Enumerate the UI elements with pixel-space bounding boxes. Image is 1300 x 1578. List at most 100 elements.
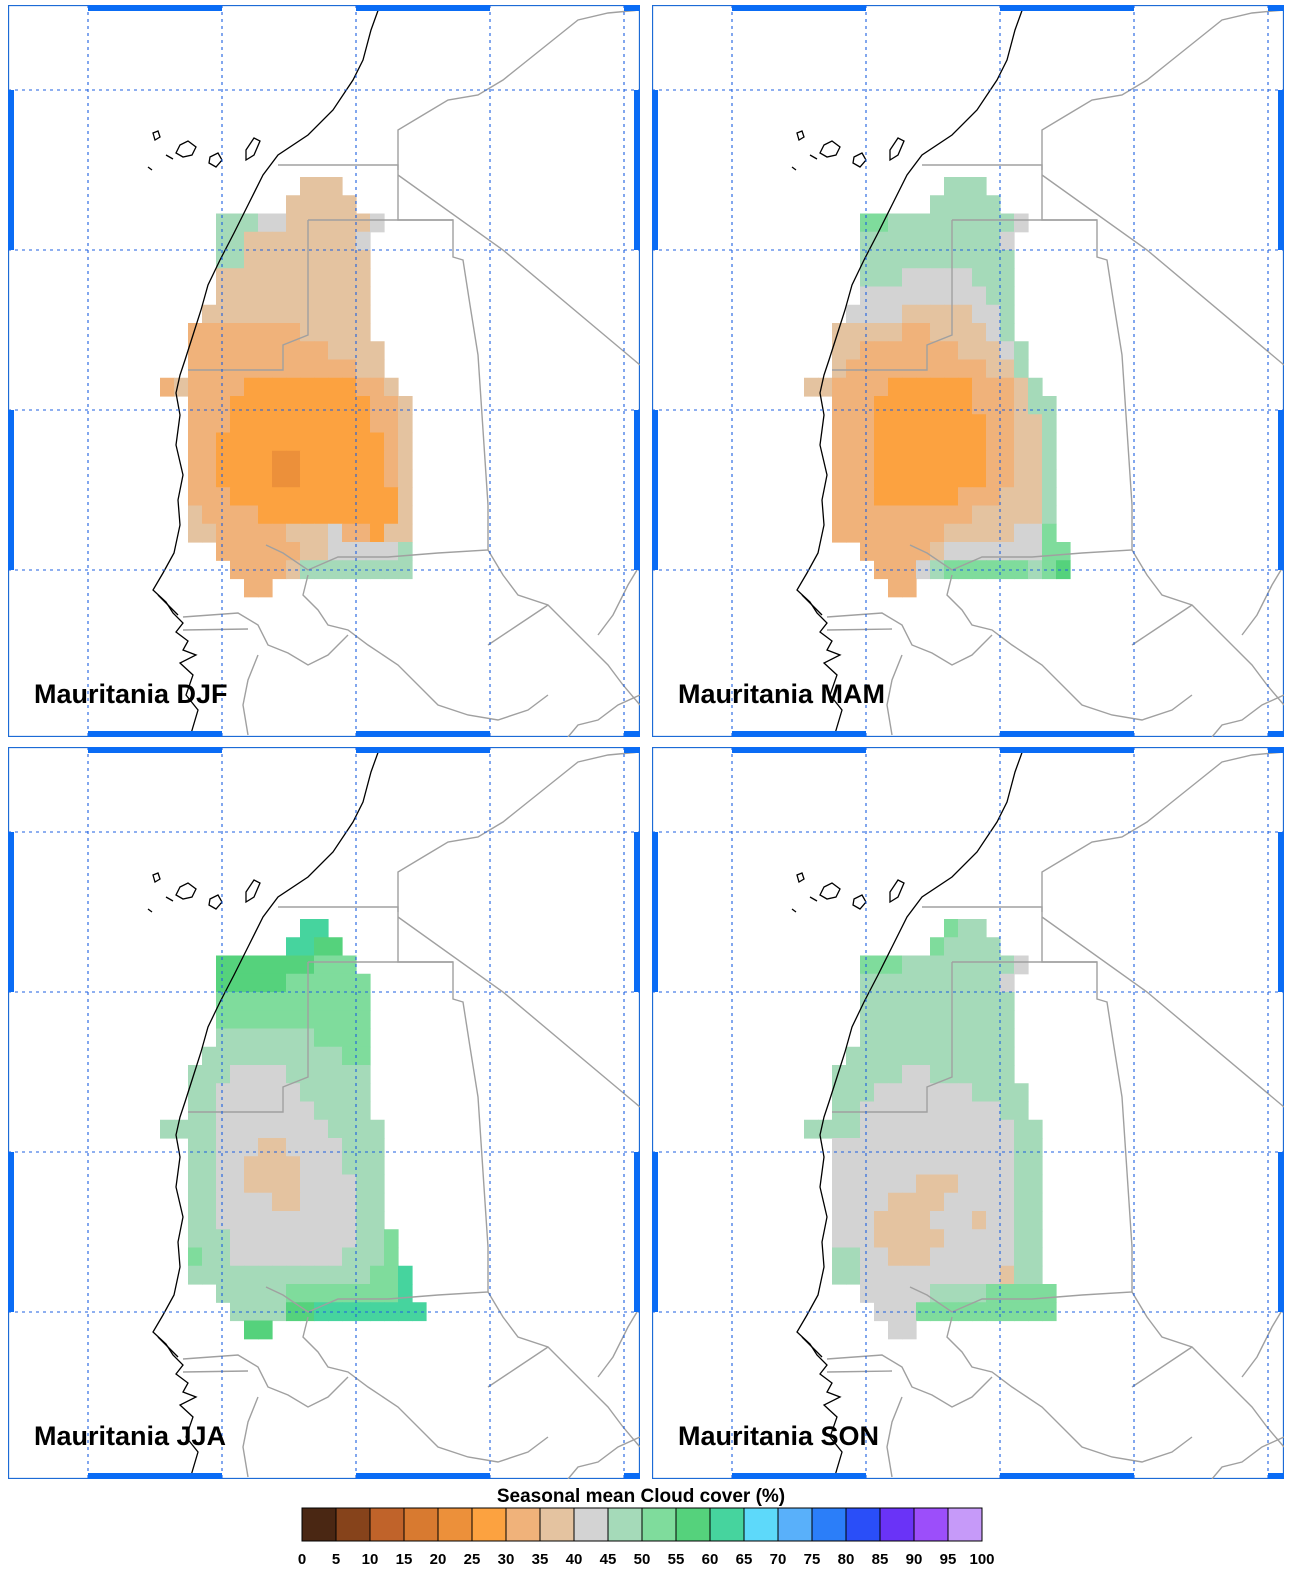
cloud-cell [244, 414, 259, 434]
cloud-cell [958, 432, 973, 452]
cloud-cell [930, 250, 945, 269]
cloud-cell [328, 396, 343, 415]
cloud-cell [1042, 523, 1057, 543]
cloud-cell [916, 1211, 931, 1230]
cloud-cell [328, 1119, 343, 1139]
cloud-cell [328, 213, 343, 233]
cloud-cell [818, 1119, 833, 1139]
cloud-cell [986, 469, 1001, 488]
colorbar-swatch [913, 1507, 949, 1542]
cloud-cell [902, 1065, 917, 1084]
country-border [826, 1354, 993, 1408]
cloud-cell [846, 359, 861, 379]
cloud-cell [930, 195, 945, 215]
country-border [182, 612, 349, 666]
cloud-cell [230, 469, 245, 488]
cloud-cell [888, 973, 903, 993]
cloud-cell [300, 1174, 315, 1194]
cloud-cell [342, 1119, 357, 1139]
cloud-cell [300, 1247, 315, 1267]
cloud-cell [314, 1174, 329, 1194]
cloud-cell [874, 450, 889, 470]
cloud-cell [188, 432, 203, 452]
cloud-cell [286, 432, 301, 452]
cloud-cell [944, 1174, 959, 1194]
cloud-cell [1014, 450, 1029, 470]
cloud-cell [916, 1119, 931, 1139]
cloud-cell [216, 1065, 231, 1084]
cloud-cell [832, 396, 847, 415]
cloud-cell [888, 1247, 903, 1267]
cloud-cell [930, 487, 945, 507]
cloud-cell [286, 1229, 301, 1249]
cloud-cell [944, 432, 959, 452]
cloud-cell [216, 396, 231, 415]
cloud-cell [272, 1174, 287, 1194]
cloud-cell [930, 1211, 945, 1230]
cloud-cell [286, 992, 301, 1011]
cloud-cell [258, 542, 273, 561]
cloud-cell [1000, 1247, 1015, 1267]
cloud-cell [300, 432, 315, 452]
country-border [826, 1370, 893, 1373]
cloud-cell [384, 487, 399, 507]
cloud-cell [888, 955, 903, 975]
cloud-cell [846, 1083, 861, 1103]
cloud-cell [916, 377, 931, 397]
cloud-cell [902, 1320, 917, 1340]
cloud-cell [328, 1247, 343, 1267]
cloud-cell [1000, 231, 1015, 251]
cloud-cell [930, 523, 945, 543]
cloud-cell [888, 341, 903, 361]
cloud-cell [328, 1083, 343, 1103]
cloud-cell [230, 450, 245, 470]
cloud-cell [314, 396, 329, 415]
cloud-cell [216, 231, 231, 251]
cloud-cell [902, 323, 917, 342]
cloud-cell [258, 432, 273, 452]
colorbar-tick-label: 50 [634, 1551, 651, 1568]
cloud-cell [1000, 286, 1015, 306]
colorbar-swatch [607, 1507, 643, 1542]
frame-ticks [8, 5, 640, 737]
cloud-cell [986, 1192, 1001, 1212]
cloud-cell [1000, 1046, 1015, 1066]
cloud-cell [216, 341, 231, 361]
cloud-cell [846, 487, 861, 507]
cloud-cell [286, 250, 301, 269]
cloud-cell [902, 560, 917, 580]
cloud-cell [286, 542, 301, 561]
cloud-cell [1014, 1265, 1029, 1285]
cloud-cell [314, 231, 329, 251]
cloud-cell [1028, 542, 1043, 561]
cloud-cell [874, 414, 889, 434]
country-border [597, 1306, 640, 1378]
cloud-cell [1028, 1284, 1043, 1303]
cloud-cell [1000, 304, 1015, 324]
colorbar-swatch [845, 1507, 881, 1542]
cloud-cell [874, 304, 889, 324]
country-border [1211, 1436, 1284, 1479]
cloud-cell [888, 1211, 903, 1230]
cloud-cell [356, 231, 371, 251]
cloud-cell [356, 1138, 371, 1157]
cloud-cell [986, 304, 1001, 324]
cloud-cell [286, 1284, 301, 1303]
cloud-cell [888, 304, 903, 324]
cloud-cell [342, 231, 357, 251]
cloud-cell [944, 359, 959, 379]
cloud-cell [1000, 1229, 1015, 1249]
cloud-cell [314, 286, 329, 306]
cloud-field [804, 177, 1071, 598]
cloud-cell [370, 469, 385, 488]
cloud-cell [258, 250, 273, 269]
country-borders [826, 751, 1284, 1479]
cloud-cell [398, 542, 413, 561]
cloud-cell [258, 523, 273, 543]
cloud-cell [986, 1119, 1001, 1139]
cloud-cell [916, 250, 931, 269]
cloud-cell [202, 487, 217, 507]
cloud-cell [972, 213, 987, 233]
cloud-cell [328, 973, 343, 993]
cloud-cell [356, 286, 371, 306]
